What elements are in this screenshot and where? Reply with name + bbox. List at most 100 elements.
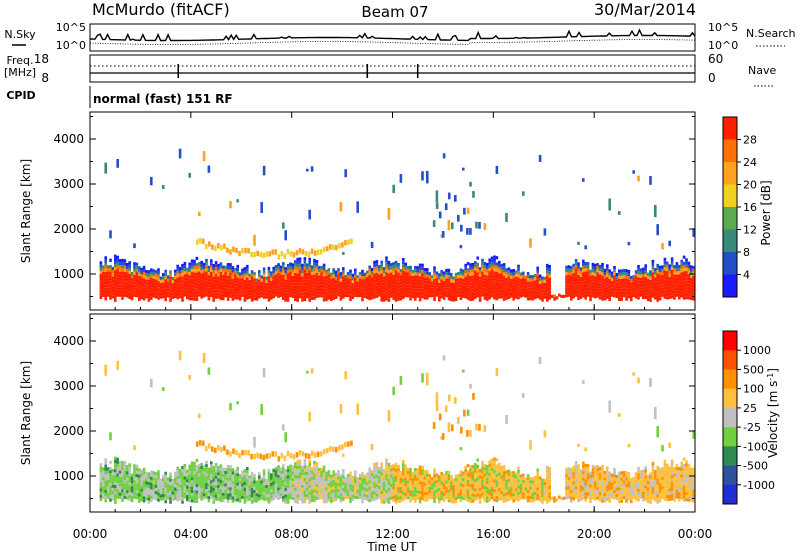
velocity-cell — [373, 472, 376, 476]
power-cell — [404, 284, 407, 288]
power-cell — [195, 291, 199, 295]
power-cell — [298, 285, 302, 289]
power-cell — [116, 277, 119, 281]
velocity-cell — [613, 474, 616, 478]
velocity-cell — [464, 478, 467, 482]
power-cell — [310, 268, 314, 272]
velocity-cell — [164, 474, 167, 479]
velocity-cell — [570, 477, 573, 481]
velocity-cell — [466, 482, 470, 487]
velocity-cell — [507, 494, 511, 498]
velocity-cell — [217, 475, 220, 479]
power-cell — [603, 268, 607, 273]
power-cell — [591, 262, 595, 267]
velocity-cell — [320, 467, 323, 472]
power-cell — [106, 284, 110, 288]
power-cell — [442, 293, 446, 297]
velocity-cell — [157, 479, 160, 483]
velocity-cell — [368, 467, 371, 471]
velocity-cell — [435, 486, 439, 490]
power-cell — [426, 277, 429, 281]
velocity-cell — [591, 464, 595, 469]
power-cell — [361, 269, 364, 273]
power-cell — [428, 281, 431, 285]
power-cell — [294, 282, 297, 286]
velocity-cell — [296, 497, 299, 501]
velocity-cell — [212, 484, 215, 489]
power-cell — [428, 275, 431, 279]
velocity-cell — [613, 477, 616, 481]
velocity-cell — [205, 492, 208, 496]
power-cell — [164, 272, 167, 277]
velocity-cell — [322, 484, 326, 488]
power-cell — [217, 243, 220, 249]
velocity-cell — [500, 487, 503, 492]
velocity-cell — [507, 497, 511, 502]
velocity-cell — [205, 479, 208, 483]
power-cell — [380, 298, 383, 302]
power-cell — [464, 266, 467, 271]
velocity-cell — [375, 490, 379, 494]
velocity-cell — [121, 498, 124, 502]
velocity-cell — [226, 496, 230, 500]
power-cell — [423, 271, 427, 275]
power-cell — [493, 274, 496, 278]
velocity-cell — [507, 472, 511, 476]
power-cell — [178, 266, 182, 271]
power-cell — [606, 283, 609, 287]
power-cell — [99, 261, 103, 265]
power-cell — [214, 261, 218, 265]
power-cell — [418, 298, 422, 302]
velocity-cell — [421, 487, 424, 491]
power-cell — [210, 265, 213, 269]
velocity-cell — [370, 491, 374, 496]
power-cell — [363, 272, 367, 276]
power-cell — [217, 292, 220, 296]
velocity-cell — [255, 496, 259, 500]
velocity-cell — [385, 461, 388, 465]
velocity-cell — [531, 489, 535, 493]
power-cell — [639, 268, 643, 272]
power-cell — [414, 288, 417, 292]
power-cell — [591, 275, 595, 279]
velocity-cell — [157, 482, 160, 487]
velocity-cell — [582, 480, 585, 484]
power-cell — [517, 264, 520, 268]
velocity-cell — [493, 482, 496, 486]
velocity-cell — [502, 490, 506, 494]
velocity-cell — [598, 495, 602, 499]
power-cell — [666, 296, 669, 300]
power-cell — [133, 284, 136, 288]
power-cell — [394, 298, 398, 302]
power-cell — [512, 278, 515, 282]
power-cell — [457, 275, 460, 279]
power-cell — [670, 285, 674, 289]
power-cell — [159, 289, 163, 293]
velocity-cell — [313, 479, 316, 483]
power-cell — [565, 284, 568, 288]
power-cell — [354, 274, 357, 278]
velocity-cell — [493, 498, 496, 502]
velocity-cell — [174, 481, 177, 485]
velocity-cell — [178, 478, 182, 482]
power-cell — [258, 273, 261, 277]
velocity-cell — [236, 482, 239, 486]
velocity-cell — [618, 413, 621, 417]
velocity-cell — [385, 464, 388, 468]
power-cell — [692, 265, 695, 270]
power-cell — [486, 272, 489, 276]
power-cell — [214, 270, 218, 274]
velocity-cell — [435, 392, 439, 405]
power-cell — [519, 285, 523, 289]
power-cell — [526, 294, 530, 298]
power-cell — [589, 294, 592, 299]
power-cell — [234, 286, 237, 291]
velocity-cell — [457, 477, 460, 481]
power-cell — [121, 293, 124, 297]
velocity-cell — [565, 496, 568, 500]
power-cell — [598, 277, 602, 281]
power-cell — [608, 272, 611, 276]
velocity-cell — [356, 492, 359, 497]
power-cell — [272, 282, 275, 286]
power-cell — [574, 274, 578, 278]
